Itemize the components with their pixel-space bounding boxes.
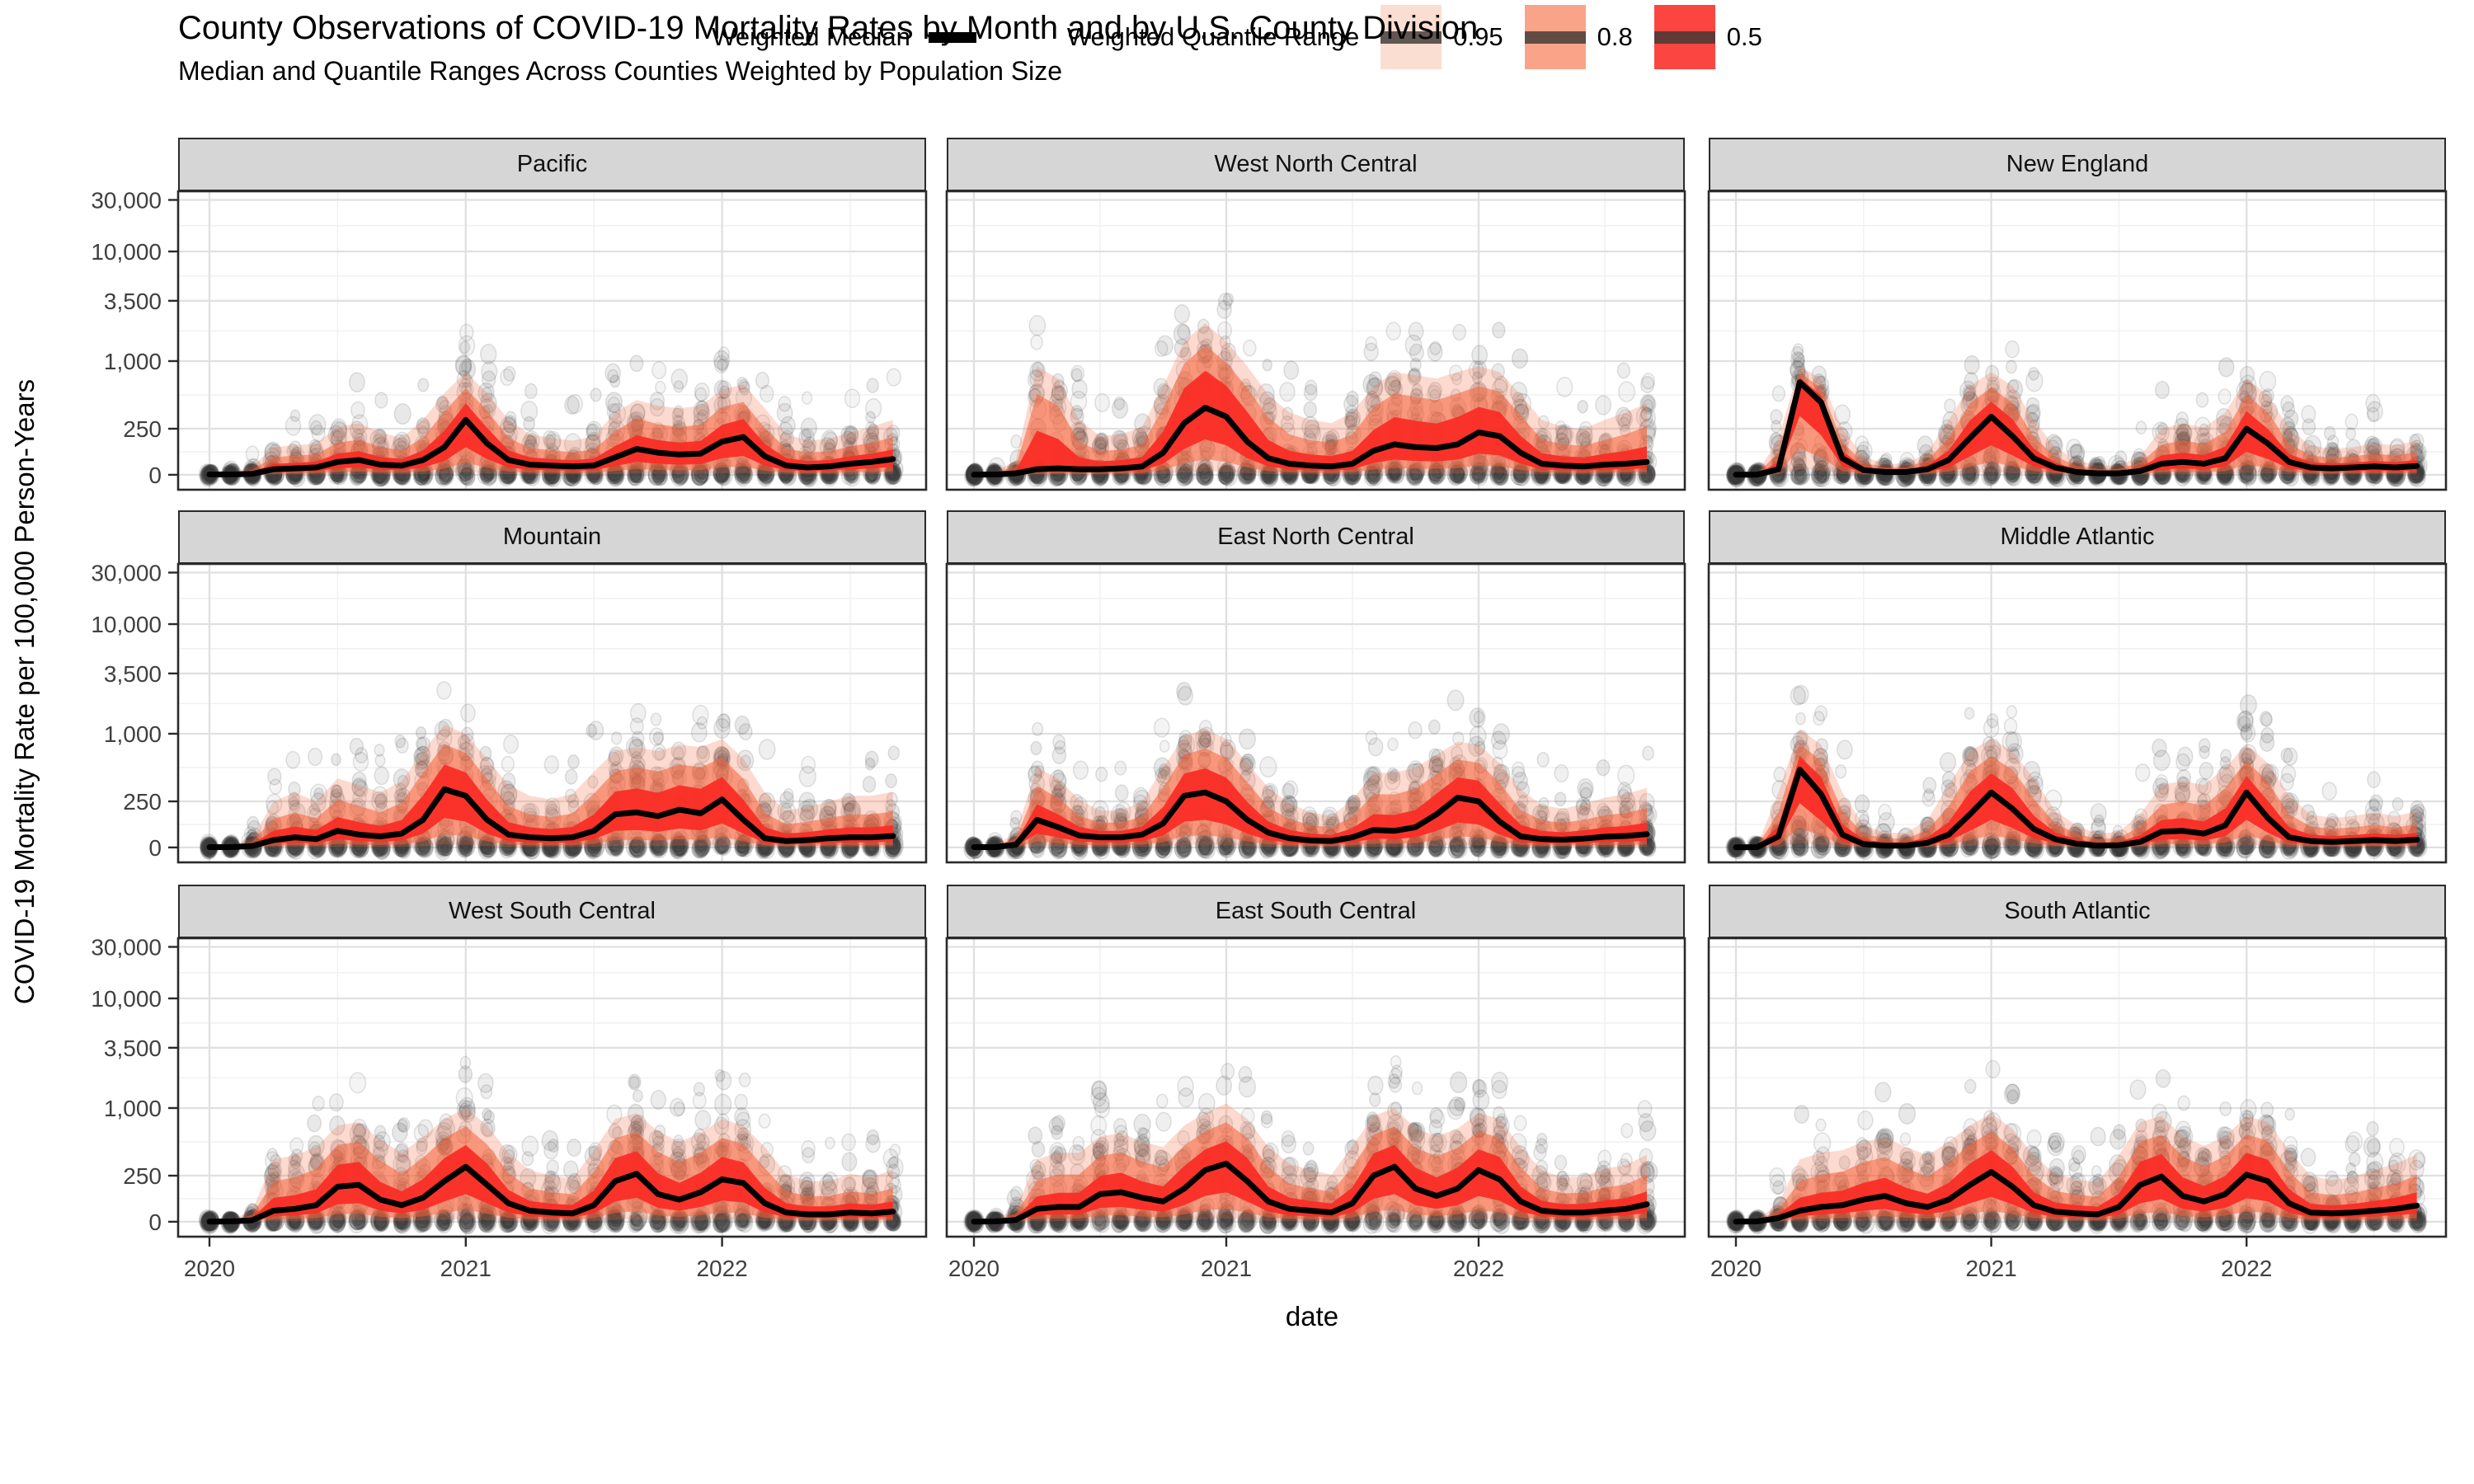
legend-key-q80 bbox=[1524, 5, 1586, 69]
legend-key-q95 bbox=[1380, 5, 1442, 69]
ribbon-q50 bbox=[974, 370, 1647, 475]
x-tick-label: 2021 bbox=[440, 1256, 492, 1281]
x-tick-label: 2022 bbox=[2221, 1256, 2272, 1281]
facet-panel-west-south-central: 0 250 1,000 3,500 10,000 30,000 2020 2021 2022 bbox=[91, 934, 928, 1281]
legend-key-bar bbox=[1524, 31, 1586, 44]
median-line bbox=[971, 1160, 1650, 1225]
median-line bbox=[1733, 379, 2420, 478]
legend-key-q50 bbox=[1653, 5, 1715, 69]
ribbon-q50 bbox=[974, 1141, 1647, 1222]
facet-strip-new-england: New England bbox=[1709, 138, 2446, 191]
ribbon-q50 bbox=[209, 403, 893, 475]
y-tick-label: 3,500 bbox=[104, 289, 162, 314]
y-tick-label: 10,000 bbox=[91, 612, 162, 637]
ribbon-q50 bbox=[1736, 378, 2417, 475]
facet-panel-pacific: 0 250 1,000 3,500 10,000 30,000 bbox=[91, 187, 928, 491]
facet-panel-east-north-central bbox=[945, 562, 1686, 864]
chart-subtitle: Median and Quantile Ranges Across Counti… bbox=[178, 56, 1063, 86]
panel-border bbox=[176, 190, 928, 491]
median-line bbox=[971, 789, 1650, 850]
y-tick-label: 30,000 bbox=[91, 934, 162, 960]
median-line bbox=[206, 786, 896, 850]
facet-strip-pacific: Pacific bbox=[178, 138, 926, 191]
legend-median-line-swatch bbox=[928, 31, 976, 43]
legend-key-q95-label: 0.95 bbox=[1453, 22, 1503, 51]
y-tick-label: 10,000 bbox=[91, 986, 162, 1012]
median-line bbox=[971, 405, 1650, 478]
legend-range-label: Weighted Quantile Range bbox=[1066, 22, 1360, 51]
panel-border bbox=[1707, 937, 2448, 1238]
facet-panel-middle-atlantic bbox=[1707, 562, 2448, 864]
panel-border bbox=[1707, 190, 2448, 491]
facet-strip-east-north-central: East North Central bbox=[947, 510, 1685, 564]
facet-strip-west-north-central: West North Central bbox=[947, 138, 1685, 191]
median-line bbox=[1733, 766, 2420, 851]
ribbon-q80 bbox=[1736, 743, 2417, 848]
panel-border bbox=[945, 562, 1686, 864]
y-tick-label: 3,500 bbox=[104, 1036, 162, 1061]
x-axis-title: date bbox=[1285, 1301, 1339, 1331]
legend-median-label: Weighted Median bbox=[712, 22, 910, 51]
ribbon-q50 bbox=[974, 768, 1647, 848]
y-axis-title: COVID-19 Mortality Rate per 100,000 Pers… bbox=[9, 378, 40, 1005]
x-tick-label: 2021 bbox=[1201, 1256, 1252, 1281]
y-tick-label: 250 bbox=[123, 1163, 162, 1189]
y-tick-label: 3,500 bbox=[104, 661, 162, 687]
facet-strip-mountain: Mountain bbox=[178, 510, 926, 564]
legend-key-q50-label: 0.5 bbox=[1726, 22, 1762, 51]
x-tick-label: 2020 bbox=[948, 1256, 999, 1281]
y-tick-label: 10,000 bbox=[91, 239, 162, 265]
panel-border bbox=[945, 937, 1686, 1238]
ribbon-q50 bbox=[1736, 756, 2417, 848]
x-tick-label: 2022 bbox=[696, 1256, 747, 1281]
legend: Weighted Median Weighted Quantile Range … bbox=[0, 0, 2474, 74]
chart-title: County Observations of COVID-19 Mortalit… bbox=[178, 10, 1479, 46]
panel-border bbox=[176, 562, 928, 864]
x-tick-label: 2020 bbox=[184, 1256, 235, 1281]
facet-strip-west-south-central: West South Central bbox=[178, 885, 926, 938]
legend-key-q80-label: 0.8 bbox=[1597, 22, 1633, 51]
median-line bbox=[206, 1163, 896, 1225]
y-tick-label: 1,000 bbox=[104, 721, 162, 747]
y-tick-label: 0 bbox=[148, 835, 162, 861]
y-tick-label: 1,000 bbox=[104, 349, 162, 374]
y-tick-label: 0 bbox=[148, 1209, 162, 1235]
y-tick-label: 30,000 bbox=[91, 560, 162, 585]
x-tick-label: 2021 bbox=[1965, 1256, 2016, 1281]
x-tick-label: 2020 bbox=[1710, 1256, 1761, 1281]
facet-panel-new-england bbox=[1707, 190, 2448, 491]
facet-strip-middle-atlantic: Middle Atlantic bbox=[1709, 510, 2446, 564]
median-line bbox=[206, 416, 896, 477]
panel-border bbox=[176, 937, 928, 1238]
median-line bbox=[1733, 1169, 2420, 1225]
y-tick-label: 0 bbox=[148, 463, 162, 488]
facet-panel-east-south-central: 2020 2021 2022 bbox=[945, 937, 1686, 1281]
y-tick-label: 250 bbox=[123, 789, 162, 815]
y-tick-label: 250 bbox=[123, 416, 162, 442]
legend-key-bar bbox=[1380, 31, 1442, 44]
ribbon-q50 bbox=[209, 764, 893, 848]
facet-panel-west-north-central bbox=[945, 190, 1686, 491]
y-tick-label: 30,000 bbox=[91, 187, 162, 213]
y-tick-label: 1,000 bbox=[104, 1096, 162, 1121]
panel-border bbox=[1707, 562, 2448, 864]
facet-panel-mountain: 0 250 1,000 3,500 10,000 30,000 bbox=[91, 560, 928, 864]
x-tick-label: 2022 bbox=[1453, 1256, 1504, 1281]
panel-border bbox=[945, 190, 1686, 491]
facet-panel-south-atlantic: 2020 2021 2022 bbox=[1707, 937, 2448, 1281]
facet-strip-south-atlantic: South Atlantic bbox=[1709, 885, 2446, 938]
legend-key-bar bbox=[1653, 31, 1715, 44]
facet-strip-east-south-central: East South Central bbox=[947, 885, 1685, 938]
